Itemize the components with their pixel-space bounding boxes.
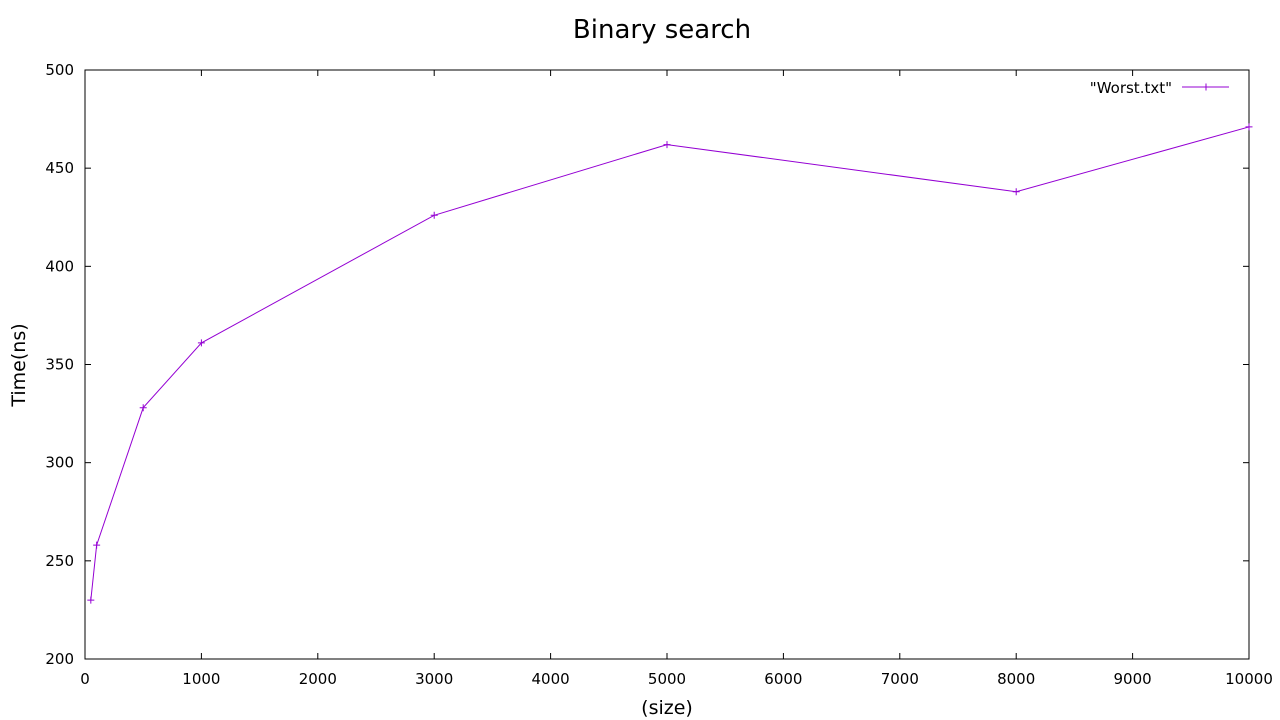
x-tick-label: 6000 <box>764 670 802 688</box>
x-tick-label: 5000 <box>648 670 686 688</box>
plot-border <box>84 69 1250 660</box>
data-point <box>87 596 95 604</box>
series-line <box>90 126 1250 601</box>
data-point <box>197 339 205 347</box>
data-point <box>663 141 671 149</box>
legend-marker <box>1202 83 1210 91</box>
x-axis: 0 1000 2000 3000 4000 5000 6000 7000 8000 9000 100… <box>80 70 1273 688</box>
y-tick-label: 200 <box>45 650 74 668</box>
x-tick-label: 4000 <box>532 670 570 688</box>
x-tick-label: 2000 <box>299 670 337 688</box>
y-axis: 200 250 300 350 400 450 500 <box>45 61 1249 668</box>
x-tick-label: 7000 <box>881 670 919 688</box>
x-tick-label: 0 <box>80 670 90 688</box>
legend-marker-plus <box>1202 83 1210 91</box>
data-point <box>139 404 147 412</box>
y-tick-label: 450 <box>45 159 74 177</box>
y-axis-label: Time(ns) <box>8 323 30 407</box>
data-point <box>1012 188 1020 196</box>
chart-title: Binary search <box>573 15 751 45</box>
data-point <box>93 541 101 549</box>
data-point <box>1245 123 1253 131</box>
y-tick-label: 400 <box>45 257 74 275</box>
x-tick-label: 3000 <box>415 670 453 688</box>
x-tick-label: 8000 <box>997 670 1035 688</box>
legend-label: "Worst.txt" <box>1090 79 1172 97</box>
plot-area <box>84 69 1250 660</box>
y-tick-label: 350 <box>45 356 74 374</box>
x-tick-label: 10000 <box>1225 670 1273 688</box>
y-tick-label: 250 <box>45 552 74 570</box>
legend: "Worst.txt" <box>1090 79 1229 97</box>
data-point <box>430 211 438 219</box>
x-tick-label: 1000 <box>182 670 220 688</box>
y-tick-label: 300 <box>45 454 74 472</box>
y-tick-label: 500 <box>45 61 74 79</box>
x-axis-label: (size) <box>641 697 693 719</box>
x-tick-label: 9000 <box>1114 670 1152 688</box>
series-layer <box>87 123 1253 604</box>
